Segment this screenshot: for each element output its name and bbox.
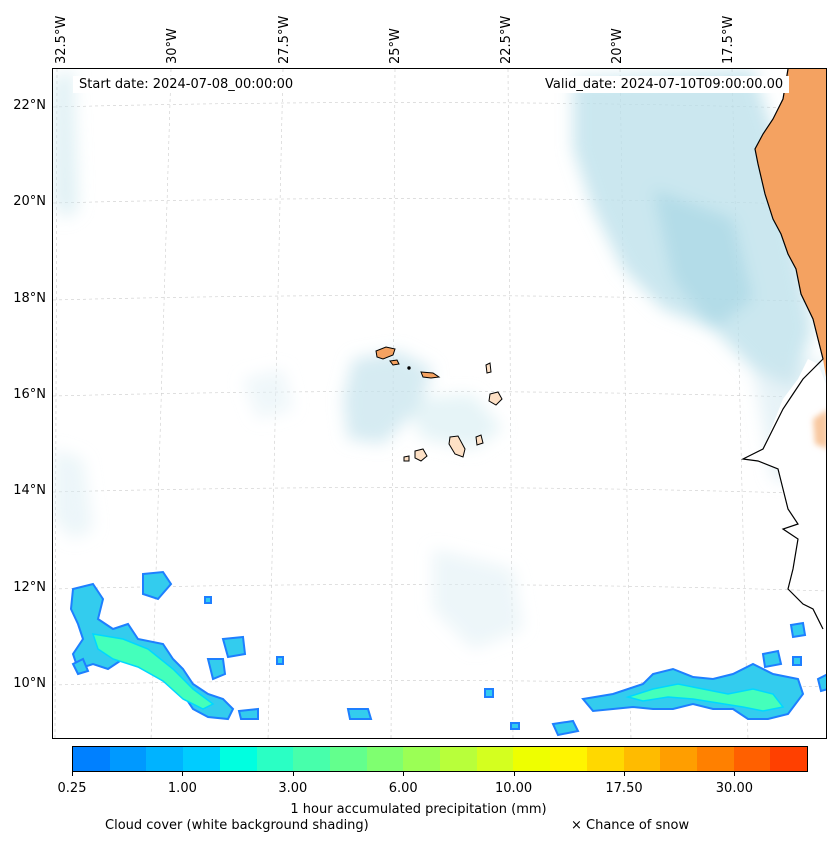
island-santo-antao [375,346,396,360]
precip-south-small-1 [551,719,580,737]
precip-coast-cell [789,621,807,639]
precip-small-c [484,688,494,698]
island-sao-nicolau [420,371,441,379]
precip-south-small-3 [792,656,802,666]
colorbar-segment-15 [623,747,661,771]
colorbar-segment-3 [183,747,220,771]
cloud-west-edge [53,69,78,219]
lat-label-18n: 18°N [13,291,46,306]
colorbar-segment-8 [366,747,404,771]
precip-small-e [510,722,520,730]
precip-south-small-2 [761,649,783,669]
precip-west-cell-2 [142,570,173,601]
colorbar-segment-11 [476,747,514,771]
island-santiago [448,435,466,458]
island-maio [475,434,484,446]
africa-west-coast [743,359,826,569]
lat-label-10n: 10°N [13,676,46,691]
colorbar-segment-14 [586,747,624,771]
colorbar-segment-1 [109,747,147,771]
cloud-cover [53,69,826,649]
colorbar-tickmark [624,772,625,776]
lon-label-30w: 30°W [165,28,180,64]
precip-west-cell-5 [71,657,90,676]
colorbar-segment-5 [256,747,294,771]
colorbar-tickmark [734,772,736,776]
lon-label-27.5w: 27.5°W [277,15,292,64]
snow-legend: × Chance of snow [571,818,690,833]
colorbar-segment-2 [146,747,184,771]
island-brava [403,455,410,462]
colorbar-segment-0 [73,747,110,771]
island-sal [485,362,492,374]
colorbar-segment-19 [770,747,808,771]
cloud-scatter-mid [243,369,293,419]
lon-label-17.5w: 17.5°W [721,15,736,64]
precip-small-d [204,596,212,604]
lat-label-14n: 14°N [13,483,46,498]
cloud-cover-legend: Cloud cover (white background shading) [105,818,369,833]
map-frame[interactable] [52,68,827,739]
colorbar-tick-label: 17.50 [605,781,643,796]
precip-west-cluster-core [91,633,215,710]
precipitation [69,570,826,737]
colorbar-segment-6 [293,747,330,771]
colorbar-segment-4 [219,747,257,771]
lat-label-12n: 12°N [13,580,46,595]
colorbar-segment-13 [550,747,587,771]
precip-small-f [237,707,259,720]
colorbar-segment-7 [329,747,367,771]
colorbar-segment-16 [660,747,697,771]
lon-label-25w: 25°W [388,28,403,64]
africa-desert [755,69,826,377]
colorbar-tick-label: 1.00 [167,781,197,796]
colorbar-tick-label: 3.00 [278,781,308,796]
start-date-label: Start date: 2024-07-08_00:00:00 [73,76,300,93]
lat-label-22n: 22°N [13,98,46,113]
lon-label-20w: 20°W [610,28,625,64]
precip-colorbar [72,746,808,772]
precip-west-cell-4 [206,658,227,681]
africa-orange-band [813,410,826,449]
valid-date-label: Valid_date: 2024-07-10T09:00:00.00 [539,76,790,93]
precip-south-band-core [625,683,785,712]
cloud-scatter-south [433,549,523,649]
cloud-band-east [653,189,753,329]
colorbar-tickmark [403,772,405,776]
colorbar-tickmark [513,772,515,776]
island-fogo [414,448,428,462]
colorbar-segment-18 [733,747,771,771]
africa-coast-outline [740,69,824,630]
colorbar-segment-10 [440,747,477,771]
cloud-southwest [53,449,93,539]
map-canvas [53,69,826,738]
colorbar-segment-9 [403,747,441,771]
colorbar-tickmark [182,772,184,776]
island-sao-vicente [389,359,400,366]
colorbar-tick-label: 10.00 [494,781,533,796]
colorbar-segment-17 [696,747,734,771]
lon-label-22.5w: 22.5°W [499,15,514,64]
precip-small-a [346,708,373,720]
lon-label-32.5w: 32.5°W [54,15,69,64]
colorbar-tickmark [72,772,73,776]
land-africa [740,69,826,630]
precip-small-b [276,656,284,665]
island-santa-luzia [407,366,411,370]
colorbar-segment-12 [513,747,551,771]
colorbar-tick-label: 6.00 [388,781,418,796]
precip-south-small-4 [816,673,826,693]
cape-verde-islands [375,346,503,462]
cloud-islands [343,351,433,444]
colorbar-tickmark [292,772,294,776]
colorbar-label: 1 hour accumulated precipitation (mm) [290,802,547,817]
lat-label-20n: 20°N [13,194,46,209]
colorbar-tick-label: 0.25 [57,781,87,796]
cloud-islands-south [403,394,503,449]
colorbar-tick-label: 30.00 [715,781,753,796]
island-boa-vista [488,391,503,406]
precip-west-cell-3 [221,635,247,659]
lat-label-16n: 16°N [13,387,46,402]
